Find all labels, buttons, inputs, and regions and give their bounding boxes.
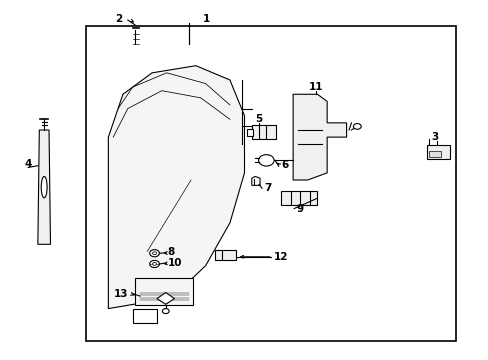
Text: 6: 6 bbox=[281, 160, 287, 170]
Text: 13: 13 bbox=[114, 289, 128, 298]
Text: 8: 8 bbox=[167, 247, 175, 257]
Bar bbox=[281, 192, 317, 205]
Text: 12: 12 bbox=[273, 252, 287, 262]
Text: 3: 3 bbox=[431, 132, 438, 142]
Circle shape bbox=[149, 249, 159, 257]
Bar bbox=[251, 125, 276, 139]
Bar bbox=[135, 278, 193, 305]
Text: 9: 9 bbox=[295, 204, 303, 214]
Bar bbox=[426, 145, 449, 158]
Polygon shape bbox=[292, 94, 346, 180]
Circle shape bbox=[149, 260, 159, 267]
Text: 2: 2 bbox=[115, 14, 122, 24]
Text: 11: 11 bbox=[308, 82, 323, 92]
Polygon shape bbox=[132, 309, 157, 323]
Ellipse shape bbox=[41, 176, 47, 198]
Bar bbox=[215, 249, 235, 260]
Circle shape bbox=[258, 155, 274, 166]
Circle shape bbox=[152, 262, 156, 265]
Polygon shape bbox=[38, 130, 50, 244]
Text: 10: 10 bbox=[167, 258, 182, 268]
Polygon shape bbox=[251, 176, 260, 185]
Circle shape bbox=[152, 252, 156, 255]
Text: 5: 5 bbox=[255, 114, 262, 124]
Polygon shape bbox=[157, 293, 174, 304]
Polygon shape bbox=[108, 66, 244, 309]
Bar bbox=[246, 129, 252, 136]
Bar bbox=[428, 151, 440, 157]
Bar bbox=[86, 26, 455, 341]
Text: 1: 1 bbox=[203, 14, 210, 24]
Text: 7: 7 bbox=[264, 183, 271, 193]
Circle shape bbox=[353, 123, 361, 129]
Text: 4: 4 bbox=[24, 159, 32, 169]
Circle shape bbox=[162, 309, 169, 314]
